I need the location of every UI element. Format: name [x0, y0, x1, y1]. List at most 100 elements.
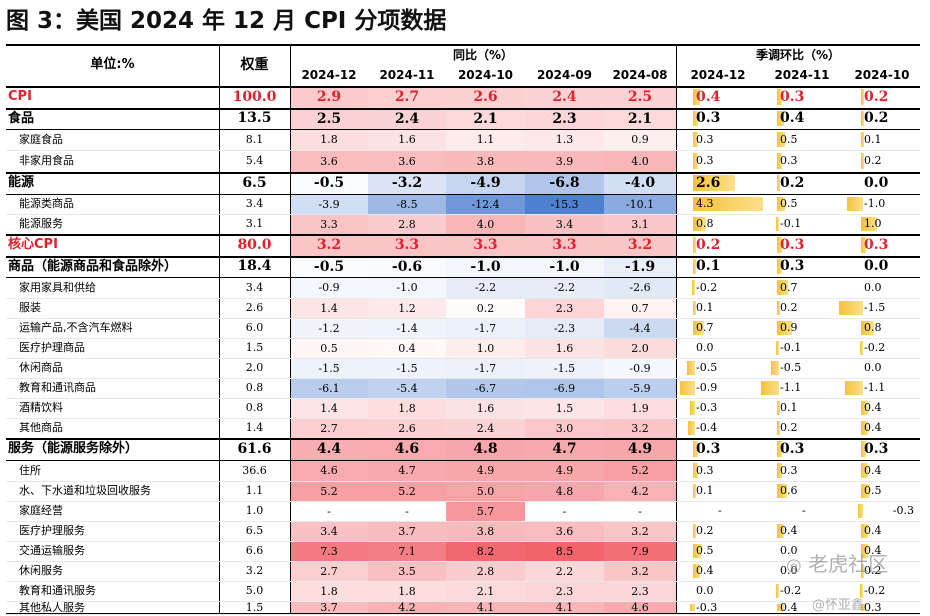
header-mom-month: 2024-10: [854, 68, 910, 82]
mom-cell: 0.4: [864, 524, 882, 537]
mom-data-bar: [693, 217, 706, 231]
mom-cell: -0.4: [696, 421, 718, 434]
header-yoy-month: 2024-08: [612, 68, 668, 82]
row-label: 家庭食品: [19, 133, 63, 146]
yoy-cell: -1.0: [446, 257, 525, 277]
row-weight: 36.6: [242, 464, 267, 477]
mom-cell: -0.2: [696, 281, 718, 294]
yoy-cell: 3.2: [604, 235, 676, 256]
row-label: 医疗护理商品: [19, 341, 85, 354]
mom-cell: -0.3: [696, 401, 718, 414]
row-label: 能源: [8, 175, 35, 190]
mom-data-bar: [693, 132, 698, 147]
yoy-cell: 2.5: [604, 87, 676, 108]
minor-row-divider: [6, 318, 920, 319]
mom-data-bar: [777, 153, 782, 169]
yoy-cell: 5.0: [446, 482, 525, 501]
row-weight: 1.5: [245, 341, 264, 354]
yoy-cell: 2.3: [525, 109, 604, 129]
yoy-cell: 7.9: [604, 542, 676, 561]
yoy-cell: 1.6: [446, 399, 525, 418]
mom-data-bar: [777, 175, 780, 191]
row-divider: [6, 86, 920, 88]
mom-data-bar: [845, 381, 863, 395]
mom-cell: 0.3: [696, 110, 721, 126]
yoy-cell: 0.5: [290, 339, 368, 358]
watermark-brand: ◎ 老虎社区: [786, 548, 888, 577]
mom-cell: 0.0: [780, 564, 798, 577]
mom-cell: 0.5: [864, 484, 882, 497]
yoy-cell: 4.8: [446, 439, 525, 460]
yoy-cell: 3.7: [290, 602, 368, 614]
row-weight: 3.4: [245, 281, 264, 294]
row-weight: 5.0: [245, 584, 264, 597]
row-weight: 18.4: [237, 258, 272, 274]
mom-cell: 0.0: [864, 281, 882, 294]
mom-cell: 0.2: [864, 110, 889, 126]
row-label: 服装: [19, 301, 41, 314]
row-divider: [6, 256, 920, 258]
row-label: 服务（能源服务除外）: [8, 441, 139, 456]
yoy-cell: -5.4: [368, 379, 446, 398]
mom-cell: -0.2: [864, 584, 886, 597]
mom-data-bar: [861, 217, 877, 231]
yoy-cell: -0.5: [290, 257, 368, 277]
mom-cell: 0.1: [780, 401, 798, 414]
yoy-cell: 3.8: [446, 522, 525, 541]
mom-data-bar: [761, 381, 779, 395]
mom-cell: 0.3: [864, 601, 882, 614]
yoy-cell: 3.3: [525, 235, 604, 256]
mom-data-bar: [690, 401, 695, 415]
mom-cell: 0.0: [864, 361, 882, 374]
mom-cell: 0.3: [780, 464, 798, 477]
mom-data-bar: [858, 504, 863, 518]
mom-cell: 0.0: [696, 584, 714, 597]
yoy-cell: 2.6: [368, 419, 446, 438]
yoy-cell: 1.8: [368, 582, 446, 601]
row-divider: [6, 438, 920, 440]
mom-data-bar: [777, 280, 788, 295]
yoy-cell: 5.2: [290, 482, 368, 501]
yoy-cell: 3.4: [525, 215, 604, 234]
yoy-cell: 4.1: [525, 602, 604, 614]
mom-data-bar: [693, 524, 696, 538]
yoy-cell: 1.4: [290, 299, 368, 318]
yoy-cell: 2.7: [368, 87, 446, 108]
row-label: 酒精饮料: [19, 401, 63, 414]
mom-cell: -1.0: [864, 197, 886, 210]
mom-data-bar: [861, 421, 868, 435]
column-divider: [290, 44, 291, 614]
yoy-cell: 2.4: [446, 419, 525, 438]
mom-cell: 0.3: [696, 441, 721, 457]
row-weight: 0.8: [245, 401, 264, 414]
mom-cell: -: [802, 504, 806, 517]
mom-cell: 4.3: [696, 197, 714, 210]
yoy-cell: -1.9: [604, 257, 676, 277]
mom-data-bar: [777, 484, 787, 498]
mom-cell: 0.0: [864, 175, 889, 191]
mom-data-bar: [861, 89, 864, 105]
yoy-cell: 3.4: [290, 522, 368, 541]
mom-cell: 0.2: [780, 421, 798, 434]
yoy-cell: 1.1: [446, 130, 525, 150]
yoy-cell: 1.9: [604, 399, 676, 418]
yoy-cell: -2.3: [525, 319, 604, 338]
yoy-cell: -2.6: [604, 278, 676, 298]
row-divider: [6, 613, 920, 614]
yoy-cell: -0.9: [290, 278, 368, 298]
row-label: 家用家具和供给: [19, 281, 96, 294]
row-label: 家庭经营: [19, 504, 63, 517]
row-weight: 3.1: [245, 217, 264, 230]
yoy-cell: 1.6: [368, 130, 446, 150]
yoy-cell: -4.4: [604, 319, 676, 338]
row-label: 核心CPI: [8, 237, 58, 252]
mom-cell: 0.3: [780, 154, 798, 167]
watermark-brand-text: 老虎社区: [808, 552, 889, 576]
minor-row-divider: [6, 541, 920, 542]
mom-data-bar: [777, 132, 785, 147]
row-label: 能源类商品: [19, 197, 74, 210]
yoy-cell: 3.3: [446, 235, 525, 256]
mom-data-bar: [861, 401, 868, 415]
row-weight: 5.4: [245, 154, 264, 167]
yoy-cell: 1.8: [368, 399, 446, 418]
